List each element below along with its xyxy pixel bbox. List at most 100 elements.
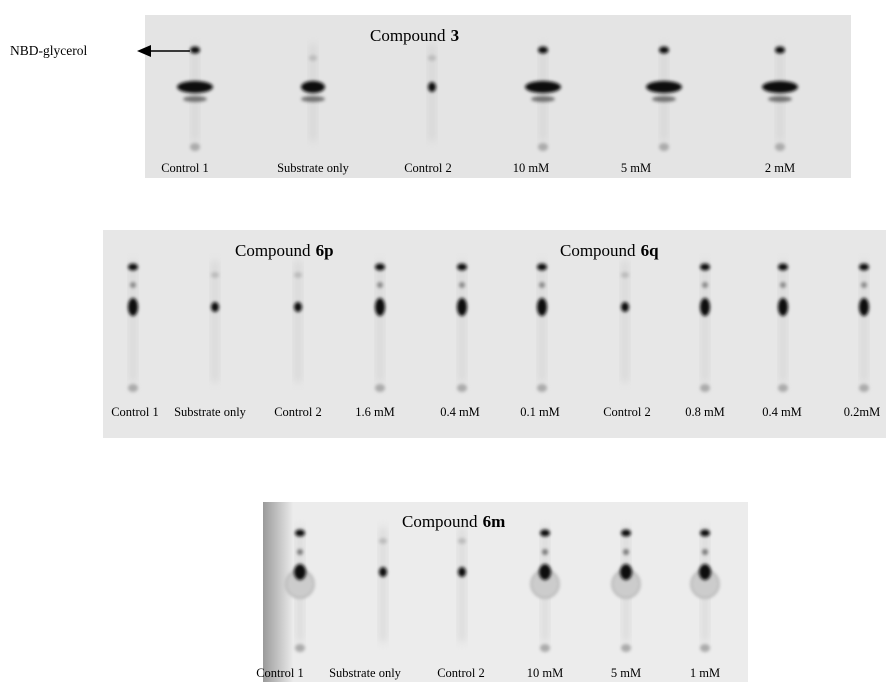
spot	[700, 384, 710, 392]
figure: NBD-glycerol Compound 3 Control 1 Substrate…	[0, 0, 888, 682]
lane-label: Substrate only	[174, 405, 247, 419]
spot	[700, 530, 710, 537]
lane-label: 1 mM	[690, 666, 720, 680]
lane-label: 0.2mM	[844, 405, 880, 419]
streak	[459, 261, 465, 382]
lane-label: 0.1 mM	[520, 405, 560, 419]
streak	[212, 261, 218, 382]
spot	[457, 298, 467, 316]
streak	[380, 527, 386, 642]
spot	[775, 143, 785, 151]
spot	[861, 282, 867, 288]
spot	[775, 47, 785, 54]
spot	[294, 272, 302, 278]
spot	[457, 264, 467, 271]
spot	[428, 82, 436, 92]
lane-label: 10 mM	[513, 161, 549, 175]
streak	[377, 261, 383, 382]
plate	[263, 502, 748, 682]
spot	[702, 549, 708, 555]
spot	[621, 272, 629, 278]
spot	[375, 298, 385, 316]
spot	[294, 302, 302, 312]
spot	[768, 96, 792, 102]
spot	[762, 81, 798, 93]
spot	[652, 96, 676, 102]
spot	[659, 47, 669, 54]
spot	[297, 549, 303, 555]
spot	[537, 264, 547, 271]
streak	[622, 261, 628, 382]
streak	[861, 261, 867, 382]
lane-label: Substrate only	[329, 666, 402, 680]
spot	[525, 81, 561, 93]
lane-label: Control 2	[603, 405, 651, 419]
spot	[211, 302, 219, 312]
spot	[540, 530, 550, 537]
spot	[859, 298, 869, 316]
spot	[621, 530, 631, 537]
spot	[128, 264, 138, 271]
spot	[458, 538, 466, 544]
panel-title: Compound 6p	[235, 241, 334, 260]
spot	[859, 264, 869, 271]
spot	[620, 564, 632, 580]
lane-label: 2 mM	[765, 161, 795, 175]
spot	[538, 47, 548, 54]
spot	[459, 282, 465, 288]
spot	[778, 264, 788, 271]
spot	[778, 298, 788, 316]
spot	[621, 644, 631, 652]
spot	[375, 264, 385, 271]
lane-label: 0.4 mM	[440, 405, 480, 419]
streak	[702, 261, 708, 382]
spot	[183, 96, 207, 102]
spot	[301, 96, 325, 102]
spot	[294, 564, 306, 580]
lane-label: Control 2	[274, 405, 322, 419]
lane-label: 0.4 mM	[762, 405, 802, 419]
streak	[780, 261, 786, 382]
spot	[537, 384, 547, 392]
lane-label: 0.8 mM	[685, 405, 725, 419]
lane-label: 5 mM	[621, 161, 651, 175]
spot	[700, 644, 710, 652]
spot	[377, 282, 383, 288]
spot	[375, 384, 385, 392]
streak	[295, 261, 301, 382]
lane-label: 10 mM	[527, 666, 563, 680]
spot	[539, 564, 551, 580]
title-compound: 6m	[483, 512, 506, 531]
spot	[379, 567, 387, 577]
title-compound: 6p	[316, 241, 334, 260]
lane-label: Control 1	[111, 405, 159, 419]
spot	[457, 384, 467, 392]
title-compound: 3	[451, 26, 460, 45]
annotation-label: NBD-glycerol	[10, 43, 87, 58]
plate	[145, 15, 851, 178]
title-compound: 6q	[641, 241, 660, 260]
spot	[190, 143, 200, 151]
lane-label: 5 mM	[611, 666, 641, 680]
spot	[623, 549, 629, 555]
lane-label: Control 2	[404, 161, 452, 175]
spot	[780, 282, 786, 288]
spot	[458, 567, 466, 577]
streak	[459, 527, 465, 642]
spot	[177, 81, 213, 93]
spot	[699, 564, 711, 580]
title-prefix: Compound	[235, 241, 311, 260]
spot	[700, 264, 710, 271]
spot	[539, 282, 545, 288]
spot	[301, 81, 325, 93]
spot	[778, 384, 788, 392]
spot	[702, 282, 708, 288]
spot	[646, 81, 682, 93]
spot	[659, 143, 669, 151]
spot	[531, 96, 555, 102]
spot	[130, 282, 136, 288]
lane-label: 1.6 mM	[355, 405, 395, 419]
streak	[130, 261, 136, 382]
spot	[295, 530, 305, 537]
